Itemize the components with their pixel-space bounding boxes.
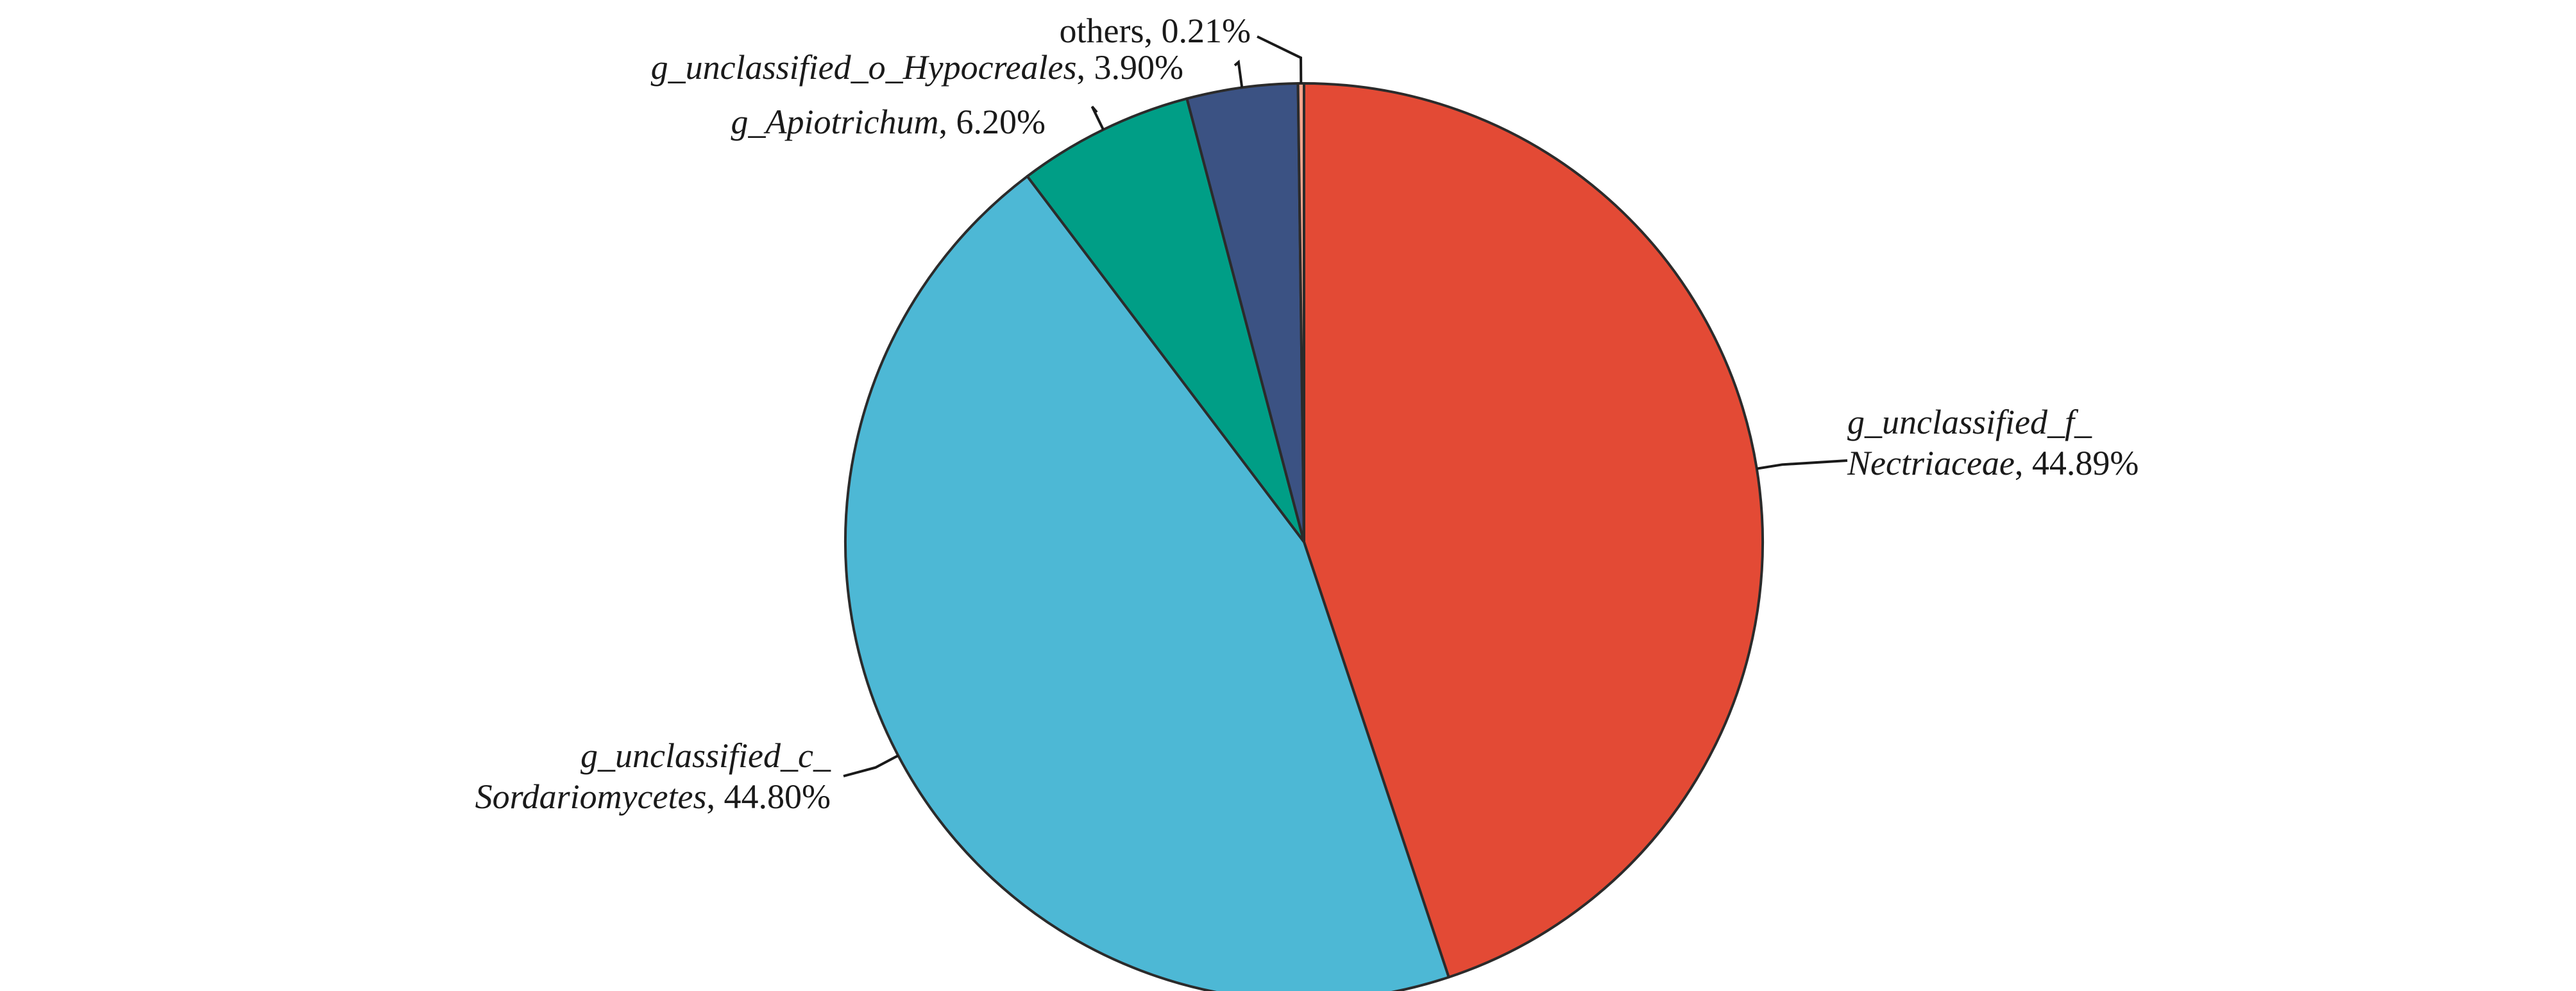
slice-label-1: g_unclassified_c_ Sordariomycetes, 44.80%	[475, 736, 831, 816]
slice-label-4: others, 0.21%	[1060, 12, 1251, 50]
slice-label-0: g_unclassified_f_ Nectriaceae, 44.89%	[1847, 403, 2139, 482]
leader-line-2	[1090, 105, 1105, 130]
slice-label-2: g_Apiotrichum, 6.20%	[731, 103, 1046, 141]
leader-line-0	[1756, 459, 1848, 470]
leader-line-4	[1257, 35, 1303, 84]
leader-line-3	[1233, 60, 1244, 88]
pie-slice-0	[1303, 82, 1764, 979]
pie-slice-2	[1026, 97, 1305, 543]
slice-label-3: g_unclassified_o_Hypocreales, 3.90%	[651, 48, 1183, 87]
leader-line-1	[843, 754, 899, 777]
pie-slice-1	[844, 174, 1450, 991]
